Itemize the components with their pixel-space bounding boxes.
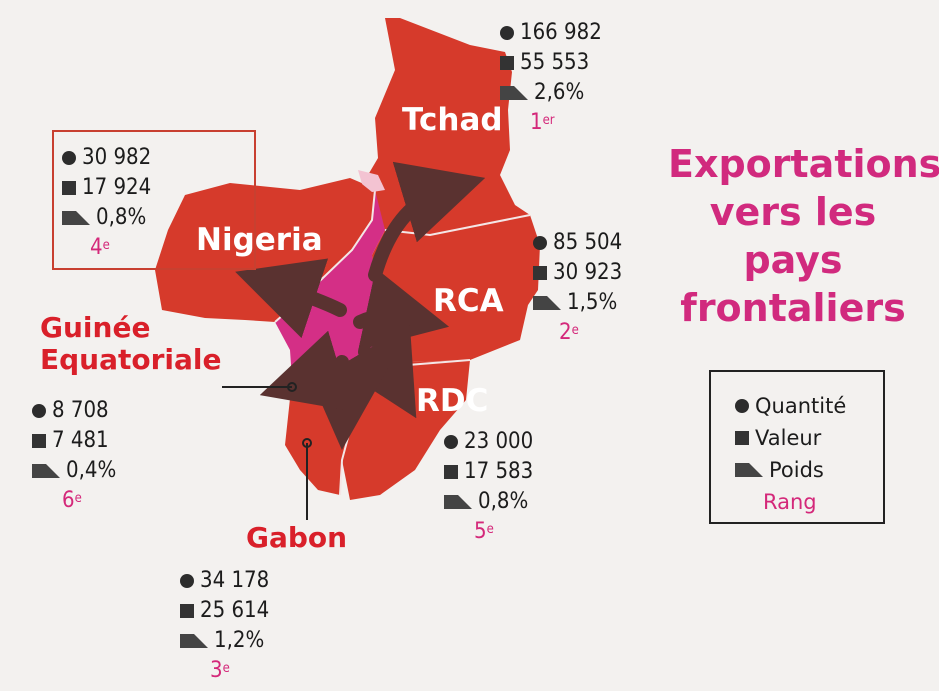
label-guinee-line1: Guinée: [40, 311, 151, 344]
tchad-quantity: 166 982: [520, 20, 602, 45]
nigeria-rank-suffix: e: [102, 238, 110, 253]
map-title: Exportations vers les pays frontaliers: [668, 140, 939, 332]
gabon-value: 25 614: [200, 598, 270, 623]
tchad-weight: 2,6%: [534, 80, 585, 105]
legend-quantity: Quantité: [755, 394, 847, 418]
weight-icon: [500, 86, 528, 100]
guinee-rank-suffix: e: [74, 491, 82, 506]
weight-icon: [180, 634, 208, 648]
rca-value: 30 923: [553, 260, 623, 285]
label-rca: RCA: [433, 283, 504, 319]
legend-value: Valeur: [755, 426, 822, 450]
gabon-dot: [302, 438, 312, 448]
legend: Quantité Valeur Poids Rang: [709, 370, 885, 524]
title-line-1: Exportations: [668, 142, 939, 186]
quantity-icon: [32, 404, 46, 418]
tchad-rank: 1 er: [500, 108, 602, 138]
stats-tchad: 166 982 55 553 2,6% 1 er: [500, 18, 602, 138]
gabon-quantity: 34 178: [200, 568, 270, 593]
value-icon: [533, 266, 547, 280]
title-line-4: frontaliers: [680, 286, 906, 330]
rdc-weight: 0,8%: [478, 489, 529, 514]
weight-icon: [32, 464, 60, 478]
rca-rank-num: 2: [559, 320, 572, 345]
quantity-icon: [735, 399, 749, 413]
gabon-rank-num: 3: [210, 658, 223, 683]
weight-icon: [735, 463, 763, 477]
weight-icon: [444, 495, 472, 509]
country-nigeria: [155, 178, 378, 322]
arrow-gabon: [304, 355, 389, 450]
guinee-weight: 0,4%: [66, 458, 117, 483]
nigeria-stats-frame: [52, 130, 256, 270]
label-guinee-line2: Equatoriale: [40, 343, 222, 377]
tchad-rank-num: 1: [530, 110, 543, 135]
quantity-icon: [533, 236, 547, 250]
tchad-rank-suffix: er: [542, 113, 555, 128]
label-rdc: RDC: [416, 383, 489, 419]
title-line-3: pays: [743, 238, 843, 282]
value-icon: [735, 431, 749, 445]
rca-weight: 1,5%: [567, 290, 618, 315]
quantity-icon: [180, 574, 194, 588]
rdc-value: 17 583: [464, 459, 534, 484]
export-arrows: [235, 161, 486, 450]
tchad-value: 55 553: [520, 50, 590, 75]
rca-rank-suffix: e: [571, 323, 579, 338]
weight-icon: [62, 211, 90, 225]
rdc-rank-suffix: e: [486, 522, 494, 537]
nigeria-quantity: 30 982: [82, 145, 152, 170]
arrow-guinee: [259, 330, 353, 412]
gabon-rank-suffix: e: [222, 661, 230, 676]
gabon-weight: 1,2%: [214, 628, 265, 653]
guinee-value: 7 481: [52, 428, 109, 453]
rdc-quantity: 23 000: [464, 429, 534, 454]
arrow-nigeria: [235, 258, 347, 339]
arrow-rca: [353, 268, 450, 351]
legend-rank: Rang: [763, 490, 817, 514]
rdc-rank-num: 5: [474, 519, 487, 544]
label-gabon: Gabon: [246, 521, 348, 554]
value-icon: [500, 56, 514, 70]
guinee-rank-num: 6: [62, 488, 75, 513]
lake-chad: [358, 170, 385, 192]
weight-icon: [533, 296, 561, 310]
quantity-icon: [500, 26, 514, 40]
value-icon: [444, 465, 458, 479]
guinee-quantity: 8 708: [52, 398, 109, 423]
nigeria-rank-num: 4: [90, 235, 103, 260]
legend-weight: Poids: [769, 458, 824, 482]
arrow-tchad: [368, 161, 486, 282]
label-nigeria: Nigeria: [196, 222, 323, 258]
quantity-icon: [444, 435, 458, 449]
rca-quantity: 85 504: [553, 230, 623, 255]
value-icon: [180, 604, 194, 618]
value-icon: [62, 181, 76, 195]
title-line-2: vers les: [709, 190, 877, 234]
guinee-dot: [287, 382, 297, 392]
nigeria-value: 17 924: [82, 175, 152, 200]
quantity-icon: [62, 151, 76, 165]
label-tchad: Tchad: [402, 102, 503, 138]
value-icon: [32, 434, 46, 448]
label-guinee: Guinée Equatoriale: [40, 311, 222, 377]
nigeria-weight: 0,8%: [96, 205, 147, 230]
